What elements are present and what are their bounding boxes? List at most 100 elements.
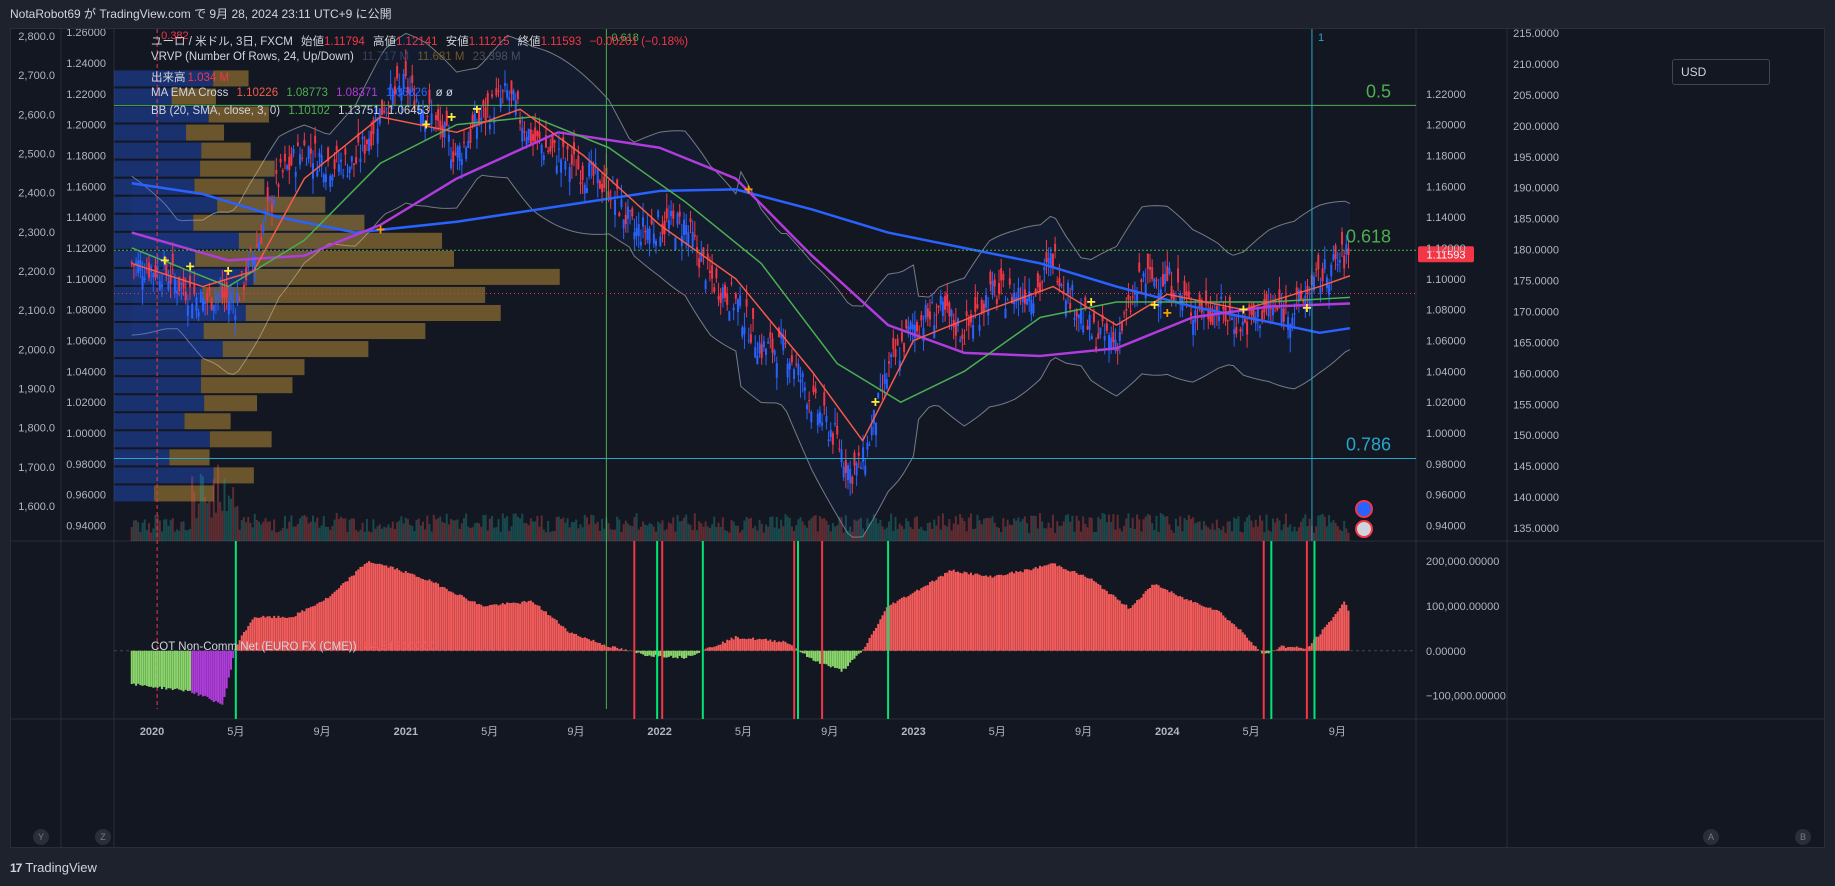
candle-up [415,99,418,101]
volume-bar [980,524,983,541]
volume-bar [734,525,737,541]
cot-positive-bar [918,590,921,651]
cot-positive-bar [1198,604,1201,651]
candle-up [1241,321,1244,326]
cot-negative-bar [156,650,159,688]
volume-bar [598,530,601,541]
volume-bar [413,531,416,541]
volume-bar [881,526,884,541]
axis-button-b[interactable]: B [1795,829,1811,845]
chart-frame[interactable]: + + + + + + + + + + + + + +0.5 0.618 0.786 0.618 1 0.382 1.… [10,28,1825,848]
cot-positive-bar [1077,574,1080,651]
cot-positive-bar [512,602,515,651]
candle-up [941,301,944,316]
cot-positive-bar [344,581,347,651]
candle-down [838,448,841,450]
currency-selector[interactable]: USD [1672,59,1770,85]
candle-up [659,236,662,247]
candle-down [579,181,582,185]
volume-bar [1123,525,1126,541]
volume-bar [469,527,472,541]
volume-bar [1192,517,1195,541]
volume-bar [879,519,882,541]
cot-positive-bar [1328,622,1331,651]
volume-bar [549,531,552,541]
volume-bar [896,529,899,541]
volume-bar [387,524,390,541]
axis-button-z[interactable]: Z [95,829,111,845]
cot-positive-bar [503,604,506,651]
candle-down [478,110,481,124]
volume-bar [762,532,765,541]
candle-down [266,187,269,201]
candle-up [456,146,459,158]
fib-level-label: 0.5 [1366,81,1391,101]
candle-up [1293,313,1296,315]
volume-bar [1328,514,1331,541]
candle-up [1013,292,1016,305]
cot-positive-bar [868,638,871,651]
volume-bar [176,529,179,541]
candle-down [618,212,621,216]
cot-positive-bar [1207,607,1210,651]
cot-positive-bar [273,615,276,651]
candle-down [303,140,306,146]
right-price-tick: 0.96000 [1426,490,1466,502]
cot-positive-bar [253,617,256,651]
candle-down [745,298,748,307]
candle-down [1084,297,1087,309]
candle-up [1291,317,1294,327]
candle-up [849,468,852,484]
cot-negative-bar [836,650,839,669]
volume-bar [1295,531,1298,541]
cot-positive-bar [303,611,306,651]
volume-bar [566,518,569,541]
volume-bar [322,515,325,541]
volume-bar [1118,528,1121,541]
axis-button-a[interactable]: A [1703,829,1719,845]
cot-positive-bar [557,623,560,651]
candle-up [924,304,927,320]
cot-positive-bar [1159,587,1162,651]
cot-positive-bar [1325,624,1328,651]
us-flag-icon [1355,520,1373,538]
volume-bar [844,515,847,541]
volume-bar [657,521,660,541]
candle-down [752,308,755,319]
volume-bar [1278,520,1281,541]
cot-negative-bar [184,650,187,690]
candle-down [482,100,485,107]
volume-bar [1051,514,1054,541]
volume-bar [389,527,392,541]
cot-positive-bar [1127,608,1130,651]
cot-positive-bar [1330,620,1333,651]
volume-profile-up-bar [114,286,203,303]
cot-positive-bar [784,641,787,651]
volume-bar [1243,521,1246,541]
volume-bar [206,503,209,541]
volume-bar [810,518,813,541]
volume-profile-down-bar [213,467,254,484]
candle-up [1017,287,1020,302]
cot-positive-bar [447,591,450,651]
cot-positive-bar [462,596,465,651]
cot-positive-bar [1019,571,1022,651]
cot-positive-bar [894,603,897,651]
cot-positive-bar [721,641,724,651]
candle-down [993,279,996,287]
candle-up [560,159,563,173]
axis-button-y[interactable]: Y [33,829,49,845]
cot-positive-bar [514,602,517,651]
cot-positive-bar [969,572,972,651]
cot-negative-bar [204,650,207,696]
candle-up [1082,325,1085,333]
cot-positive-bar [1239,629,1242,651]
tradingview-logo[interactable]: 17 TradingView [10,860,97,875]
volume-bar [898,523,901,541]
candle-up [1088,314,1091,331]
candle-up [1077,314,1080,319]
right-price-tick: 1.16000 [1426,181,1466,193]
candle-up [521,127,524,142]
volume-bar [1239,531,1242,541]
